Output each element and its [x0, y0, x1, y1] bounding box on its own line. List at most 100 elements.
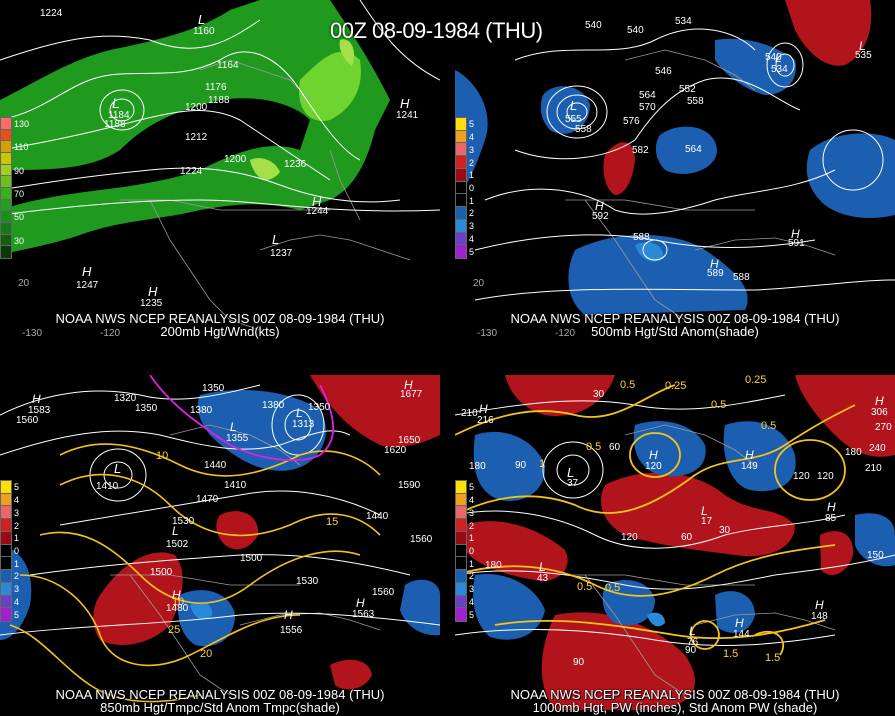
anom-blue-light: [635, 242, 664, 262]
contour-label-1224b: 1224: [180, 166, 203, 177]
hgt-label-180b: 180: [485, 560, 502, 571]
hgt-label-240: 240: [869, 443, 886, 454]
tick-lon-130: -130: [477, 328, 497, 339]
legend-label: 5: [469, 609, 475, 620]
anom-blue-east: [715, 38, 796, 95]
pw-label-0.5f: 0.5: [605, 582, 620, 594]
anom-red-center: [601, 472, 795, 557]
contour-label-1530: 1530: [172, 516, 195, 527]
anom-blue-ne: [855, 513, 895, 567]
contour-label-1410: 1410: [224, 480, 247, 491]
hgt-label-90b: 90: [573, 657, 585, 668]
pw-label-1: 1: [539, 458, 545, 470]
legend-swatch: [455, 244, 467, 260]
contour-label-1380b: 1380: [262, 400, 285, 411]
legend-label: 0: [14, 546, 20, 556]
contour-label-1350c: 1350: [308, 402, 331, 413]
legend-swatch: [455, 505, 467, 521]
anom-blue-atl: [806, 133, 895, 218]
center-H-120: H: [649, 448, 658, 462]
legend-swatch: [455, 518, 467, 534]
legend-label: 4: [469, 132, 475, 143]
legend-label: 30: [14, 235, 25, 246]
legend-swatch: [455, 607, 467, 623]
caption-source: NOAA NWS NCEP REANALYSIS 00Z 08-09-1984 …: [55, 687, 385, 702]
legend-swatch: [0, 518, 12, 534]
legend-swatch: [455, 155, 467, 171]
legend-swatch: [0, 221, 12, 237]
contour-label-558: 558: [687, 96, 704, 107]
center-value-1247: 1247: [76, 280, 99, 291]
center-value-144: 144: [733, 629, 750, 640]
center-H-1480: H: [172, 588, 181, 602]
legend-label: 4: [14, 495, 20, 506]
panel-500mb: 540 534 540 546 552 558 564 570 576 582 …: [455, 0, 895, 340]
temp-label-20: 20: [200, 648, 212, 660]
center-value-591: 591: [788, 238, 805, 249]
legend-label: 130: [14, 118, 30, 129]
contour-label-558b: 558: [575, 124, 592, 135]
legend-label: 4: [469, 596, 475, 607]
contour-label-540c: 540: [765, 52, 782, 63]
center-value-1410: 1410: [96, 481, 119, 492]
coastlines: [565, 49, 836, 321]
legend-swatch: [0, 530, 12, 547]
page-title: 00Z 08-09-1984 (THU): [330, 18, 543, 43]
legend-swatch: [0, 233, 12, 248]
temp-label-25: 25: [168, 624, 180, 636]
legend-swatch: [455, 167, 467, 184]
temp-label-15: 15: [326, 516, 338, 528]
legend-swatch: [0, 505, 12, 521]
center-value-534: 534: [771, 64, 788, 75]
center-L-1237: L: [272, 232, 279, 247]
center-L-43: L: [539, 560, 546, 574]
legend-label: 2: [469, 571, 475, 582]
contour-label-1560c: 1560: [410, 534, 433, 545]
legend-swatch: [455, 492, 467, 508]
caption-field: 500mb Hgt/Std Anom(shade): [591, 324, 759, 339]
pw-contours: [455, 384, 856, 656]
map-1000mb: 0.5 0.25 0.5 0.25 0.5 0.5 0.5 1 1.5 1.5 …: [455, 375, 895, 710]
panel-1000mb: 0.5 0.25 0.5 0.25 0.5 0.5 0.5 1 1.5 1.5 …: [455, 375, 895, 716]
center-L-17: L: [701, 504, 708, 518]
anom-red-ne: [310, 375, 440, 447]
center-H-1563: H: [356, 596, 365, 610]
legend-label: 2: [14, 520, 20, 531]
contour-label-1224: 1224: [40, 8, 63, 19]
legend-swatch: [455, 556, 467, 572]
contour-label-1500: 1500: [240, 553, 263, 564]
center-value-216: 216: [477, 415, 494, 426]
legend-label: 3: [469, 507, 475, 518]
center-H-1556: H: [284, 608, 293, 622]
legend-label: 70: [14, 188, 25, 199]
anom-red-ne: [785, 0, 872, 66]
anom-red-north: [505, 375, 615, 416]
center-H-149: H: [745, 448, 754, 462]
legend-swatch: [455, 543, 467, 559]
center-H-589: H: [710, 257, 719, 271]
temp-contour-0c: [149, 375, 335, 462]
center-value-1563: 1563: [352, 609, 375, 620]
anom-red-atl: [820, 531, 854, 575]
map-500mb: 540 534 540 546 552 558 564 570 576 582 …: [455, 0, 895, 339]
center-value-1502: 1502: [166, 539, 189, 550]
legend-swatch: [0, 210, 12, 225]
hgt-label-90c: 90: [685, 645, 697, 656]
jet-core-3: [339, 39, 355, 66]
anom-blue-atl: [400, 579, 440, 636]
legend-label: 2: [469, 520, 475, 531]
jet-shading: [0, 0, 390, 255]
center-value-148: 148: [811, 611, 828, 622]
legend-swatch: [0, 479, 12, 496]
center-H-216: H: [479, 402, 488, 416]
tick-lon-120: -120: [100, 328, 120, 339]
legend-label: 3: [469, 221, 475, 232]
legend-label: 1: [469, 533, 475, 544]
contour-label-1620: 1620: [384, 445, 407, 456]
legend-label: 5: [469, 246, 475, 257]
pw-label-0.5d: 0.5: [586, 441, 601, 453]
legend-swatch: [455, 180, 467, 196]
legend-label: 3: [469, 584, 475, 595]
center-L-1410: L: [114, 461, 121, 476]
